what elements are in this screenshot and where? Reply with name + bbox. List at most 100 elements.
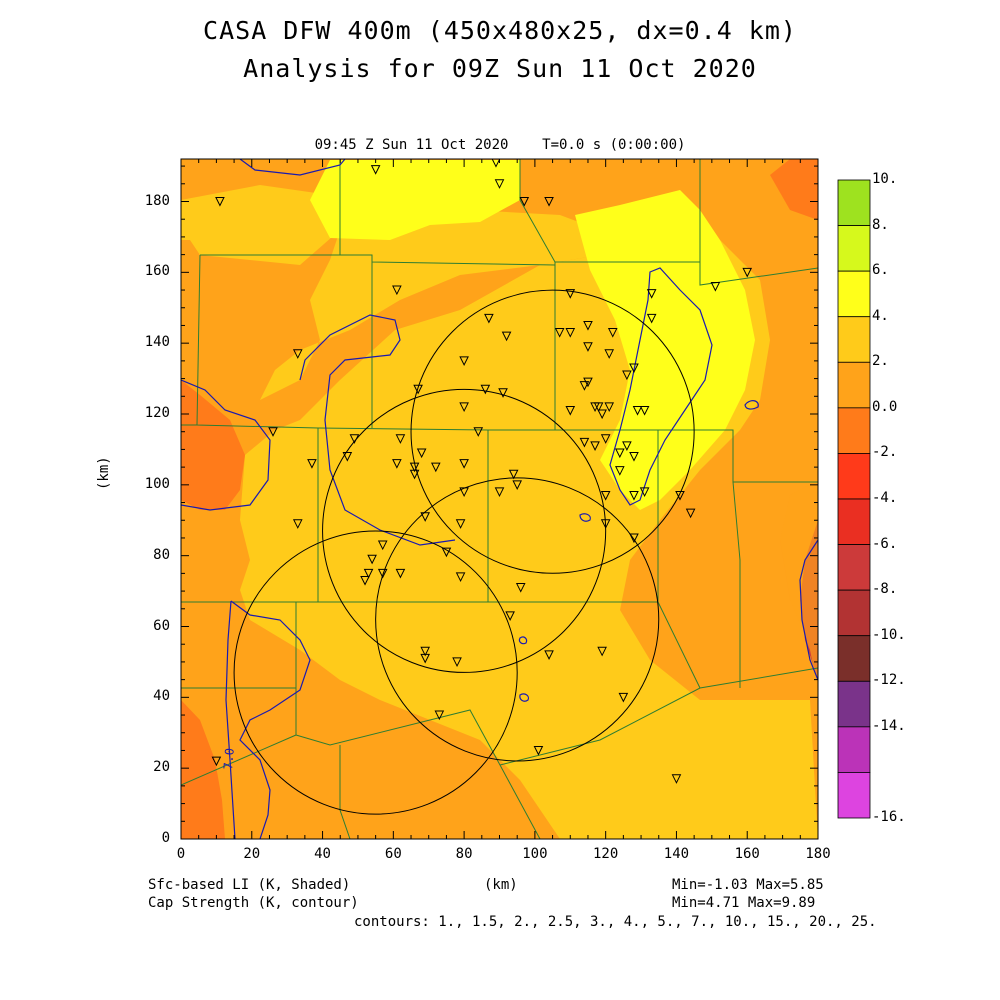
x-axis-label: (km) (484, 877, 518, 893)
y-axis-label: (km) (96, 456, 112, 490)
station-marker (349, 434, 360, 444)
station-marker (455, 519, 466, 529)
station-marker (342, 452, 353, 462)
station-marker (459, 356, 469, 366)
station-marker (360, 575, 370, 586)
colorbar-label: 2. (872, 353, 889, 370)
colorbar-swatch (837, 316, 871, 363)
station-marker (459, 402, 469, 413)
station-marker (430, 462, 441, 473)
station-marker (508, 469, 519, 480)
station-marker (579, 437, 590, 448)
station-marker (392, 285, 402, 296)
colorbar-swatch (837, 726, 871, 773)
station-marker (629, 452, 639, 462)
station-marker (639, 487, 650, 498)
colorbar-swatch (837, 361, 871, 409)
y-tick-label: 60 (153, 617, 170, 634)
station-markers (211, 159, 753, 784)
station-marker (498, 388, 508, 398)
station-marker (544, 197, 554, 207)
station-marker (452, 657, 462, 668)
figure-title-line2: Analysis for 09Z Sun 11 Oct 2020 (243, 54, 757, 83)
station-marker (597, 409, 607, 420)
colorbar-label: -2. (872, 444, 898, 461)
station-marker (377, 540, 388, 551)
station-marker (420, 653, 430, 664)
colorbar-swatch (837, 498, 871, 545)
colorbar-swatch (837, 589, 871, 637)
field-band-2-4-north (260, 210, 600, 400)
station-marker (646, 289, 657, 299)
station-marker (409, 469, 420, 480)
station-marker (685, 508, 696, 519)
station-marker (494, 179, 505, 189)
station-marker (579, 381, 590, 391)
colorbar-label: -6. (872, 535, 898, 552)
station-marker (583, 320, 593, 331)
station-marker (639, 405, 650, 416)
station-marker (622, 370, 632, 381)
cap-contours (181, 159, 818, 839)
station-marker (604, 402, 615, 413)
colorbar-swatch (837, 407, 871, 454)
station-marker (590, 441, 600, 451)
station-marker (618, 692, 629, 703)
y-tick-label: 160 (144, 263, 170, 280)
colorbar-swatch (837, 635, 871, 682)
colorbar (837, 179, 871, 819)
station-marker (455, 572, 466, 583)
y-tick-label: 180 (144, 192, 170, 209)
station-marker (409, 462, 420, 473)
station-marker (597, 646, 607, 657)
station-marker (519, 197, 530, 207)
county-boundaries (181, 159, 818, 839)
station-marker (434, 710, 445, 721)
colorbar-label: -12. (872, 672, 906, 689)
station-marker (211, 756, 222, 767)
colorbar-swatch (837, 453, 871, 500)
radar-range-circles (233, 289, 695, 815)
y-tick-label: 120 (144, 405, 170, 421)
x-tick-label: 120 (593, 846, 619, 862)
field-band-4-6-nw (310, 160, 520, 240)
station-marker (600, 490, 611, 501)
station-marker (307, 459, 317, 469)
station-marker (395, 568, 406, 579)
colorbar-swatch (837, 225, 871, 272)
y-tick-label: 40 (153, 688, 170, 705)
footer-contour-label: Cap Strength (K, contour) (148, 895, 359, 911)
colorbar-label: 6. (872, 262, 889, 279)
colorbar-label: 4. (872, 307, 889, 324)
x-tick-label: 160 (734, 846, 760, 862)
station-marker (710, 282, 721, 292)
colorbar-swatch (837, 179, 871, 226)
radar-circle-2 (322, 388, 607, 673)
station-marker (416, 448, 427, 459)
plot-header: 09:45 Z Sun 11 Oct 2020 T=0.0 s (0:00:00… (314, 137, 686, 153)
station-marker (480, 384, 491, 395)
field-band-0-2-sw (181, 700, 225, 839)
station-marker (600, 519, 611, 529)
y-tick-label: 20 (153, 759, 170, 776)
station-marker (533, 745, 544, 756)
station-marker (646, 313, 657, 324)
station-marker (215, 197, 225, 207)
station-marker (459, 459, 469, 469)
li-shading (181, 159, 818, 839)
station-marker (565, 405, 576, 416)
y-tick-label: 140 (144, 334, 170, 351)
colorbar-label: -14. (872, 717, 906, 734)
field-band-2-4 (181, 185, 340, 265)
station-marker (441, 547, 452, 558)
colorbar-label: -10. (872, 626, 906, 643)
station-marker (629, 363, 639, 374)
station-marker (367, 554, 377, 565)
colorbar-label: -4. (872, 490, 898, 506)
colorbar-label: 8. (872, 216, 889, 233)
figure-title-line1: CASA DFW 400m (450x480x25, dx=0.4 km) (203, 16, 797, 45)
station-marker (420, 512, 430, 522)
axis-ticks (180, 159, 819, 840)
colorbar-swatch (837, 772, 871, 819)
